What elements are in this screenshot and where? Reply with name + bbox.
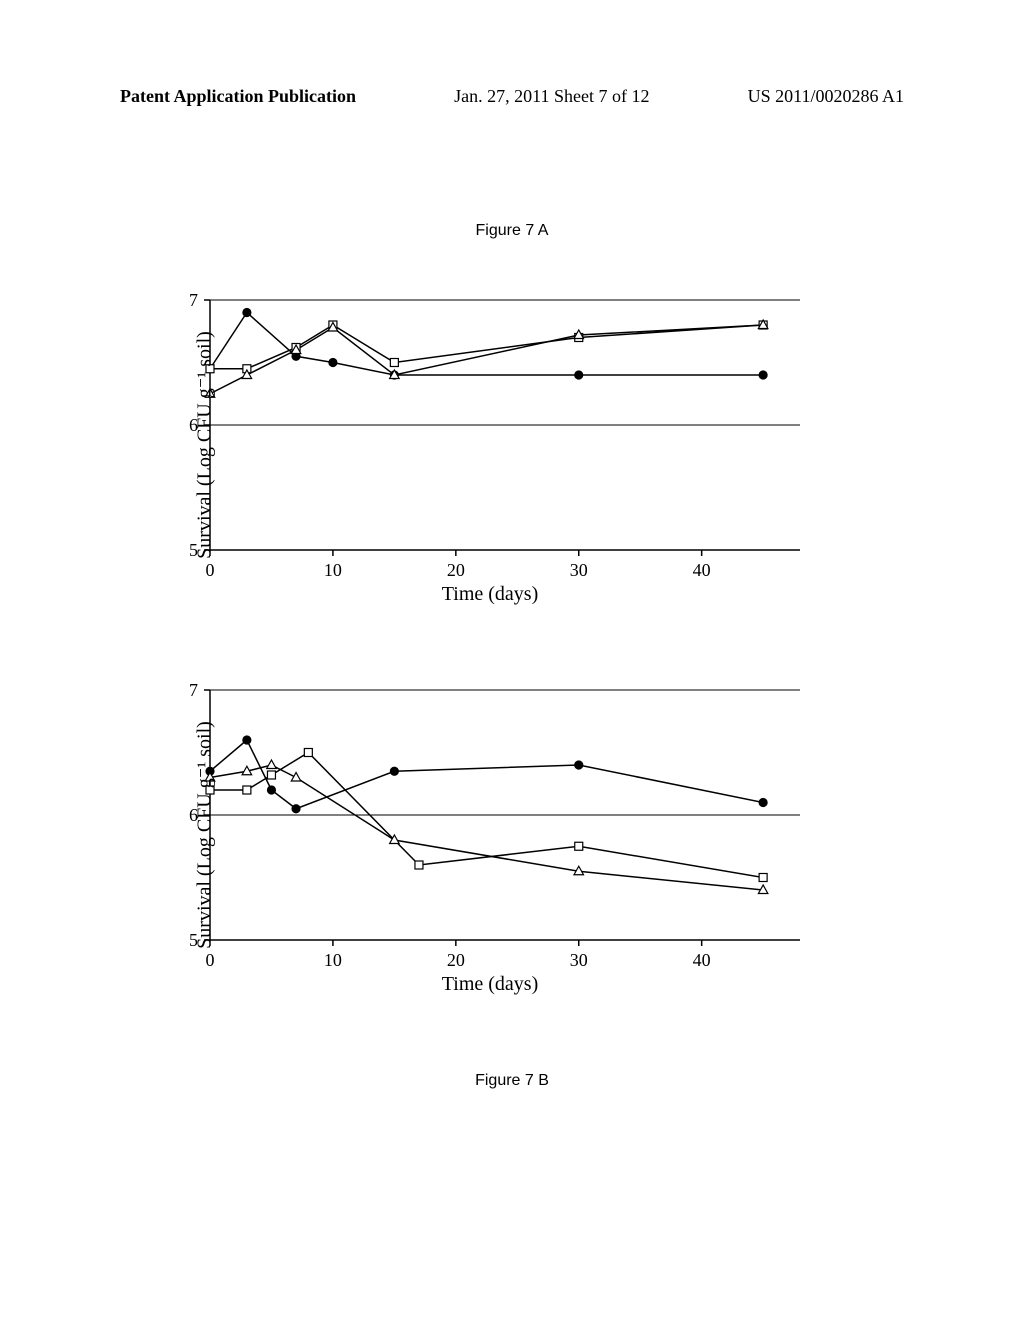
svg-text:7: 7 (189, 290, 198, 310)
page-header: Patent Application Publication Jan. 27, … (0, 86, 1024, 107)
svg-text:10: 10 (324, 950, 342, 970)
svg-text:40: 40 (693, 950, 711, 970)
svg-text:0: 0 (206, 560, 215, 580)
svg-text:40: 40 (693, 560, 711, 580)
svg-text:30: 30 (570, 560, 588, 580)
chart-a: Survival (Log CFU g⁻¹ soil) 567010203040… (160, 290, 820, 600)
header-right: US 2011/0020286 A1 (748, 86, 904, 107)
chart-b-svg: 567010203040 (160, 680, 820, 985)
svg-text:10: 10 (324, 560, 342, 580)
chart-a-svg: 567010203040 (160, 290, 820, 595)
chart-b-x-label: Time (days) (442, 973, 538, 996)
chart-b-y-label: Survival (Log CFU g⁻¹ soil) (191, 721, 216, 949)
chart-a-container: Survival (Log CFU g⁻¹ soil) 567010203040… (160, 290, 820, 600)
chart-a-y-label: Survival (Log CFU g⁻¹ soil) (191, 331, 216, 559)
header-left: Patent Application Publication (120, 86, 356, 107)
figure-b-title: Figure 7 B (0, 1072, 1024, 1090)
header-center: Jan. 27, 2011 Sheet 7 of 12 (454, 86, 649, 107)
svg-text:20: 20 (447, 560, 465, 580)
figure-a-title: Figure 7 A (0, 222, 1024, 240)
svg-text:0: 0 (206, 950, 215, 970)
svg-text:20: 20 (447, 950, 465, 970)
svg-text:7: 7 (189, 680, 198, 700)
chart-a-x-label: Time (days) (442, 583, 538, 606)
chart-b-container: Survival (Log CFU g⁻¹ soil) 567010203040… (160, 680, 820, 990)
svg-text:30: 30 (570, 950, 588, 970)
chart-b: Survival (Log CFU g⁻¹ soil) 567010203040… (160, 680, 820, 990)
